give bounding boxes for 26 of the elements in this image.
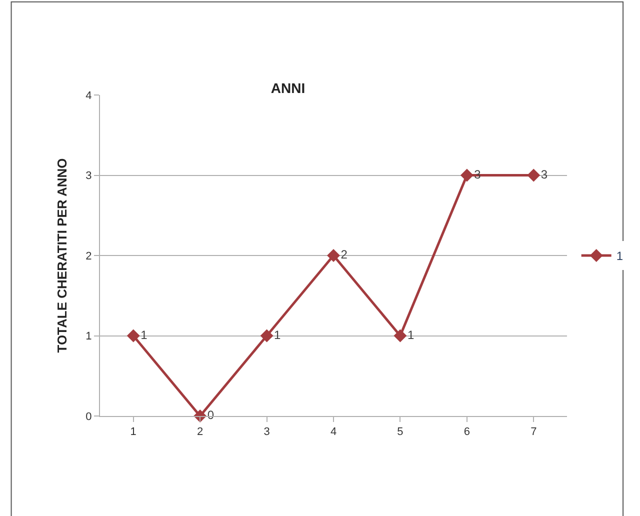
y-tick-label: 4	[86, 90, 92, 102]
x-tick-label: 2	[197, 426, 204, 438]
point	[394, 329, 407, 342]
x-tick-label: 3	[264, 426, 270, 438]
x-tick-label: 5	[397, 426, 404, 438]
y-tick-label: 0	[86, 410, 92, 423]
x-tick-label: 7	[530, 426, 537, 438]
y-tick-label: 1	[86, 330, 92, 343]
data-label: 1	[140, 328, 148, 342]
x-tick-label: 4	[330, 426, 337, 438]
data-label: 1	[407, 328, 414, 342]
point	[126, 329, 140, 342]
legend-label: 1	[616, 249, 624, 264]
data-label: 2	[340, 248, 348, 262]
point	[327, 249, 340, 262]
y-tick-label: 3	[86, 170, 92, 182]
x-tick-label: 6	[464, 426, 470, 438]
chart-title: ANNI	[270, 80, 306, 96]
point	[460, 168, 474, 182]
data-label: 3	[540, 167, 548, 182]
y-tick-label: 2	[86, 250, 92, 262]
point	[260, 329, 274, 342]
x-tick-label: 1	[130, 426, 136, 438]
point	[527, 168, 540, 182]
data-label: 1	[274, 328, 282, 342]
y-axis-title: TOTALE CHERATITI PER ANNO	[54, 158, 70, 353]
